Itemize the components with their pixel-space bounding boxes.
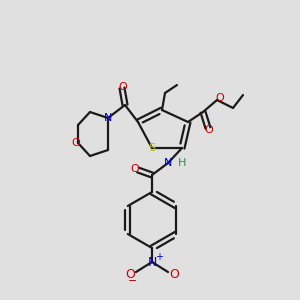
Text: N: N: [147, 256, 157, 268]
Text: O: O: [169, 268, 179, 281]
Text: O: O: [205, 125, 213, 135]
Text: H: H: [178, 158, 186, 168]
Text: O: O: [130, 164, 140, 174]
Text: O: O: [118, 82, 127, 92]
Text: +: +: [155, 252, 163, 262]
Text: N: N: [104, 113, 112, 123]
Text: −: −: [128, 276, 138, 286]
Text: S: S: [148, 143, 156, 153]
Text: O: O: [216, 93, 224, 103]
Text: N: N: [164, 158, 172, 168]
Text: O: O: [125, 268, 135, 281]
Text: O: O: [72, 138, 80, 148]
